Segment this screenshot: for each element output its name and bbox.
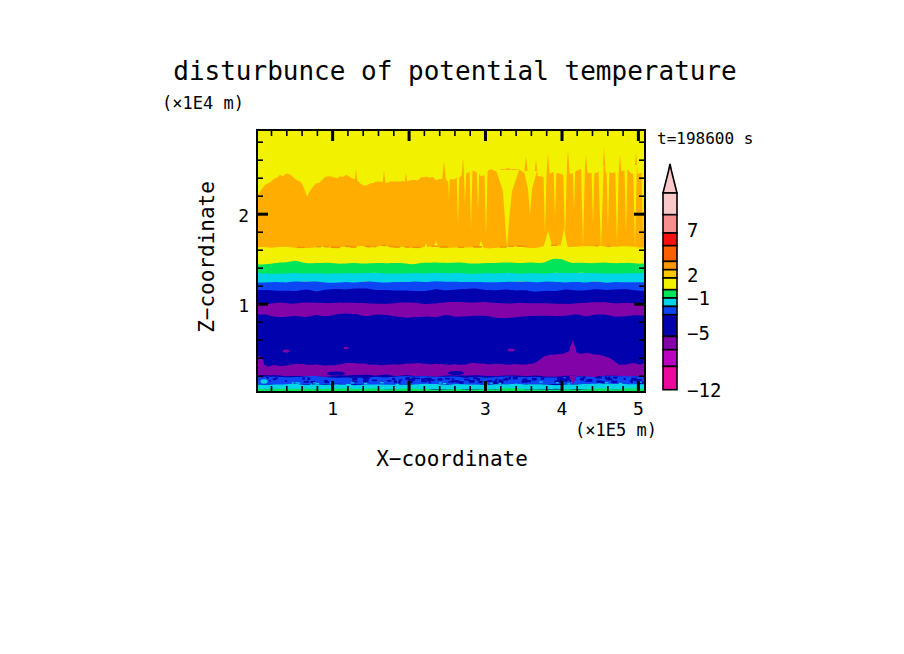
x-tick-label: 4 bbox=[557, 398, 568, 419]
x-tick-label: 2 bbox=[404, 398, 415, 419]
x-axis-units-label: (×1E5 m) bbox=[575, 420, 657, 440]
x-axis-title: X−coordinate bbox=[376, 447, 528, 471]
colorbar-label: −1 bbox=[687, 287, 710, 309]
colorbar-label: −12 bbox=[687, 379, 721, 401]
colorbar-label: 2 bbox=[687, 264, 698, 286]
x-tick-label: 3 bbox=[480, 398, 491, 419]
colorbar-label: 7 bbox=[687, 219, 698, 241]
x-tick-label: 1 bbox=[327, 398, 338, 419]
colorbar bbox=[656, 158, 716, 398]
time-label: t=198600 s bbox=[657, 129, 753, 148]
y-axis-title: Z−coordinate bbox=[195, 181, 219, 333]
figure-canvas: { "title": "disturbunce of potential tem… bbox=[0, 0, 904, 654]
colorbar-label: −5 bbox=[687, 322, 710, 344]
y-axis-units-label: (×1E4 m) bbox=[162, 93, 244, 113]
y-tick-label: 2 bbox=[238, 205, 249, 226]
x-tick-label: 5 bbox=[633, 398, 644, 419]
page-title: disturbunce of potential temperature bbox=[170, 56, 740, 86]
y-tick-label: 1 bbox=[238, 295, 249, 316]
contour-plot bbox=[256, 129, 646, 393]
